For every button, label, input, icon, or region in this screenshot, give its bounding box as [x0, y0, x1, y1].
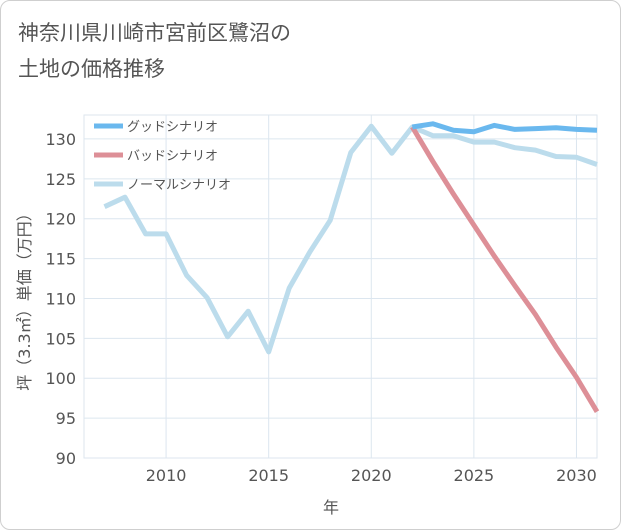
legend-label: ノーマルシナリオ — [127, 178, 231, 193]
y-axis-ticks: 90 95 100 105 110 115 120 125 130 — [45, 130, 76, 468]
y-tick-label: 125 — [45, 170, 76, 189]
series-lines — [103, 121, 600, 413]
chart-title-line1: 神奈川県川崎市宮前区鷺沼の — [18, 21, 291, 45]
y-tick-label: 110 — [45, 289, 76, 308]
plot-area — [83, 114, 598, 459]
chart-title: 神奈川県川崎市宮前区鷺沼の 土地の価格推移 — [18, 15, 291, 87]
series-line-normal — [103, 123, 598, 355]
x-tick-label: 2020 — [351, 466, 392, 485]
y-tick-label: 100 — [45, 369, 76, 388]
y-tick-label: 105 — [45, 329, 76, 348]
y-tick-label: 95 — [56, 409, 76, 428]
y-axis-label: 坪（3.3㎡）単価（万円） — [15, 205, 34, 390]
y-tick-label: 120 — [45, 210, 76, 229]
y-tick-label: 130 — [45, 130, 76, 149]
legend-label: グッドシナリオ — [127, 120, 218, 135]
series-line-good — [411, 121, 598, 135]
x-tick-label: 2015 — [248, 466, 289, 485]
grid-lines — [83, 114, 598, 459]
x-axis-label: 年 — [323, 498, 339, 517]
series-line-bad — [410, 125, 600, 413]
x-tick-label: 2025 — [454, 466, 495, 485]
x-tick-label: 2030 — [556, 466, 597, 485]
chart-title-line2: 土地の価格推移 — [18, 57, 165, 81]
y-tick-label: 115 — [45, 250, 76, 269]
x-axis-ticks: 2010 2015 2020 2025 2030 — [146, 466, 597, 485]
x-tick-label: 2010 — [146, 466, 187, 485]
legend-label: バッドシナリオ — [127, 149, 218, 164]
y-tick-label: 90 — [56, 449, 76, 468]
